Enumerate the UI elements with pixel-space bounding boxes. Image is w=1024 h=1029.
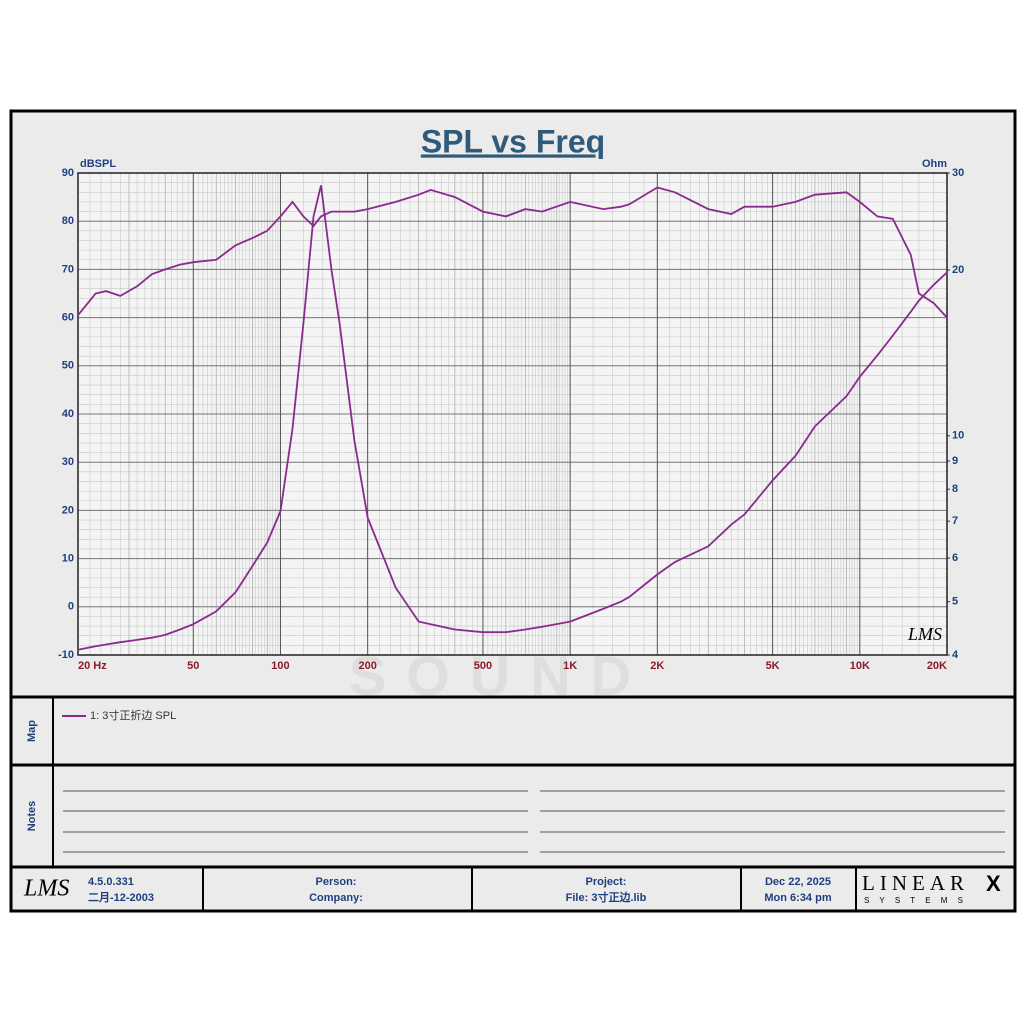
y-tick-label: 50 bbox=[62, 360, 74, 372]
y-tick-label: 70 bbox=[62, 263, 74, 275]
series-line bbox=[77, 185, 948, 651]
date: Dec 22, 2025 bbox=[765, 876, 831, 888]
y2-tick-label: 6 bbox=[952, 552, 958, 564]
y2-tick-label: 30 bbox=[952, 167, 964, 179]
y2-tick-label: 8 bbox=[952, 483, 958, 495]
y-tick-label: 20 bbox=[62, 504, 74, 516]
time: Mon 6:34 pm bbox=[764, 892, 831, 904]
plot-border bbox=[77, 172, 948, 656]
y-axis-label: dBSPL bbox=[80, 158, 116, 170]
x-tick-label: 1K bbox=[563, 660, 577, 672]
y-tick-label: 30 bbox=[62, 456, 74, 468]
y2-tick-label: 5 bbox=[952, 596, 958, 608]
plot-logo: LMS bbox=[907, 624, 942, 644]
x-tick-label: 5K bbox=[766, 660, 780, 672]
x-tick-label: 200 bbox=[358, 660, 376, 672]
legend-label: 1: 3寸正折边 SPL bbox=[90, 708, 176, 722]
y2-tick-label: 7 bbox=[952, 515, 958, 527]
brand: LINEAR bbox=[862, 871, 969, 895]
footer-logo: LMS bbox=[23, 876, 69, 902]
brand-sub: S Y S T E M S bbox=[864, 896, 967, 905]
x-tick-label: 2K bbox=[650, 660, 664, 672]
y-tick-label: 0 bbox=[68, 601, 74, 613]
notes-label: Notes bbox=[26, 801, 38, 832]
y2-axis-label: Ohm bbox=[922, 158, 947, 170]
y2-tick-label: 10 bbox=[952, 430, 964, 442]
y2-tick-label: 4 bbox=[952, 649, 959, 661]
x-tick-label: 20K bbox=[927, 660, 947, 672]
y-tick-label: -10 bbox=[58, 649, 74, 661]
file: File: 3寸正边.lib bbox=[566, 890, 647, 904]
y-tick-label: 10 bbox=[62, 553, 74, 565]
x-tick-label: 20 Hz bbox=[78, 660, 107, 672]
series-line bbox=[77, 186, 948, 319]
footer-dividers bbox=[202, 867, 857, 911]
build-date: 二月-12-2003 bbox=[88, 891, 154, 904]
plot: -10 0 10 20 30 40 50 60 70 80 90 4 5 6 7 8 9 10 20 30 20 Hz 5… bbox=[58, 167, 964, 672]
person: Person: bbox=[316, 876, 357, 888]
y-tick-label: 90 bbox=[62, 167, 74, 179]
notes-lines bbox=[63, 790, 1005, 853]
y-tick-label: 40 bbox=[62, 408, 74, 420]
x-tick-label: 100 bbox=[271, 660, 289, 672]
x-tick-label: 500 bbox=[474, 660, 492, 672]
y-tick-label: 80 bbox=[62, 215, 74, 227]
x-tick-label: 10K bbox=[850, 660, 870, 672]
y2-tick-label: 9 bbox=[952, 455, 958, 467]
project: Project: bbox=[586, 876, 627, 888]
version: 4.5.0.331 bbox=[88, 876, 134, 888]
y-tick-label: 60 bbox=[62, 312, 74, 324]
map-label: Map bbox=[26, 720, 38, 742]
company: Company: bbox=[309, 892, 363, 904]
chart-title: SPL vs Freq bbox=[421, 123, 605, 159]
x-tick-label: 50 bbox=[187, 660, 199, 672]
brand-mark: X bbox=[986, 871, 1001, 896]
y2-tick-label: 20 bbox=[952, 264, 964, 276]
